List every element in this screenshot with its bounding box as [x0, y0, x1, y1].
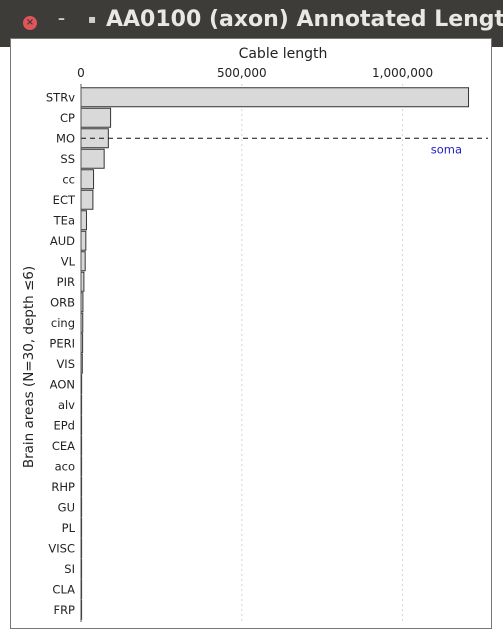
- bar: [80, 148, 105, 169]
- bar: [80, 169, 95, 190]
- chart-title: Cable length: [239, 46, 328, 62]
- category-label: EPd: [53, 418, 75, 432]
- category-label: STRv: [46, 90, 75, 104]
- category-label: ECT: [53, 193, 76, 207]
- bar: [80, 189, 94, 210]
- category-label: SS: [60, 152, 75, 166]
- window-title: AA0100 (axon) Annotated Length: [106, 7, 503, 32]
- category-label: CEA: [52, 439, 75, 453]
- minimize-button[interactable]: –: [58, 11, 65, 27]
- bar-layer: [80, 87, 470, 620]
- category-label: cing: [51, 316, 75, 330]
- category-label: AUD: [50, 234, 75, 248]
- close-icon: ×: [25, 17, 35, 28]
- category-label: VISC: [48, 541, 75, 555]
- category-label: CLA: [52, 582, 75, 596]
- category-label-layer: STRv CP MO SS cc ECT TEa AUD VL PIR ORB cing PERI VIS…: [46, 90, 76, 617]
- y-axis-label: Brain areas (N=30, depth ≤6): [21, 266, 37, 468]
- category-label: GU: [58, 500, 75, 514]
- category-label: CP: [60, 111, 75, 125]
- category-label: TEa: [53, 213, 75, 227]
- bar: [80, 87, 470, 108]
- x-tick-label: 0: [77, 66, 85, 80]
- category-label: RHP: [51, 480, 75, 494]
- category-label: VL: [61, 254, 76, 268]
- category-label: FRP: [53, 603, 75, 617]
- category-label: VIS: [56, 357, 75, 371]
- bar: [80, 251, 86, 272]
- minimize-icon: –: [58, 11, 65, 27]
- soma-annotation-label: soma: [431, 142, 462, 156]
- category-label: MO: [56, 131, 75, 145]
- category-label: PL: [62, 521, 76, 535]
- maximize-icon: ▪: [88, 12, 97, 26]
- category-label: cc: [62, 172, 75, 186]
- bar: [80, 107, 112, 128]
- x-tick-label: 500,000: [217, 66, 267, 80]
- annotation-layer: soma: [81, 137, 488, 156]
- bar: [80, 230, 87, 251]
- grid-layer: [241, 84, 404, 622]
- bar: [80, 210, 87, 231]
- category-label: aco: [55, 459, 75, 473]
- x-tick-label: 1,000,000: [372, 66, 433, 80]
- close-button[interactable]: ×: [23, 16, 37, 30]
- maximize-button[interactable]: ▪: [88, 12, 96, 26]
- category-label: SI: [64, 562, 75, 576]
- x-tick-layer: 0 500,000 1,000,000: [77, 66, 433, 80]
- category-label: AON: [50, 377, 75, 391]
- category-label: PIR: [57, 275, 75, 289]
- category-label: ORB: [50, 295, 75, 309]
- category-label: alv: [58, 398, 75, 412]
- category-label: PERI: [49, 336, 75, 350]
